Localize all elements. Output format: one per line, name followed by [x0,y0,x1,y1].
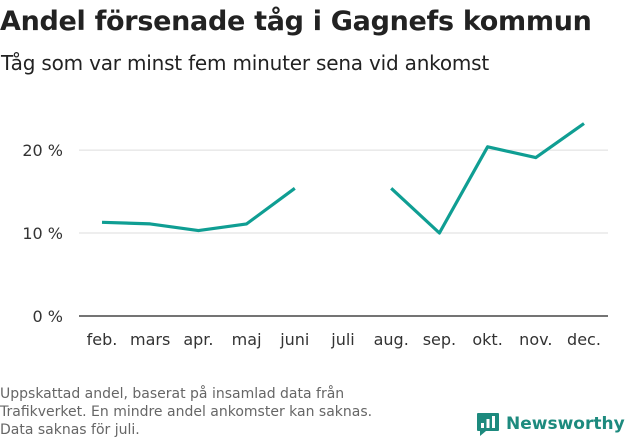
series-line-segment-2 [390,122,585,235]
y-tick-label: 10 % [22,224,63,243]
x-tick-label: juni [279,330,309,349]
series-lines [101,122,585,235]
x-tick-label: nov. [519,330,552,349]
x-tick-label: dec. [567,330,601,349]
footnote: Uppskattad andel, baserat på insamlad da… [0,385,440,439]
x-tick-label: aug. [374,330,409,349]
footnote-line-2: Trafikverket. En mindre andel ankomster … [0,404,373,420]
x-tick-label: okt. [472,330,502,349]
x-axis-ticks: feb. mars apr. maj juni juli aug. sep. okt. nov. d… [87,330,601,349]
line-chart: 0 % 10 % 20 % feb. mars apr. maj juni juli aug. s… [22,122,608,349]
x-tick-label: apr. [183,330,213,349]
y-tick-label: 0 % [33,307,63,326]
x-tick-label: sep. [423,330,456,349]
x-tick-label: mars [130,330,170,349]
brand-logo: Newsworthy [476,410,625,438]
series-line-segment-1 [101,187,296,233]
grid-lines [79,149,608,317]
x-tick-label: maj [232,330,262,349]
footnote-line-3: Data saknas för juli. [0,422,140,438]
newsworthy-logo-icon [477,413,499,436]
y-tick-label: 20 % [22,141,63,160]
chart-title: Andel försenade tåg i Gagnefs kommun [0,6,592,37]
brand-name: Newsworthy [506,414,625,434]
x-tick-label: juli [330,330,354,349]
y-axis-ticks: 0 % 10 % 20 % [22,141,63,326]
footnote-line-1: Uppskattad andel, baserat på insamlad da… [0,386,345,402]
chart-subtitle: Tåg som var minst fem minuter sena vid a… [1,51,490,75]
x-tick-label: feb. [87,330,118,349]
